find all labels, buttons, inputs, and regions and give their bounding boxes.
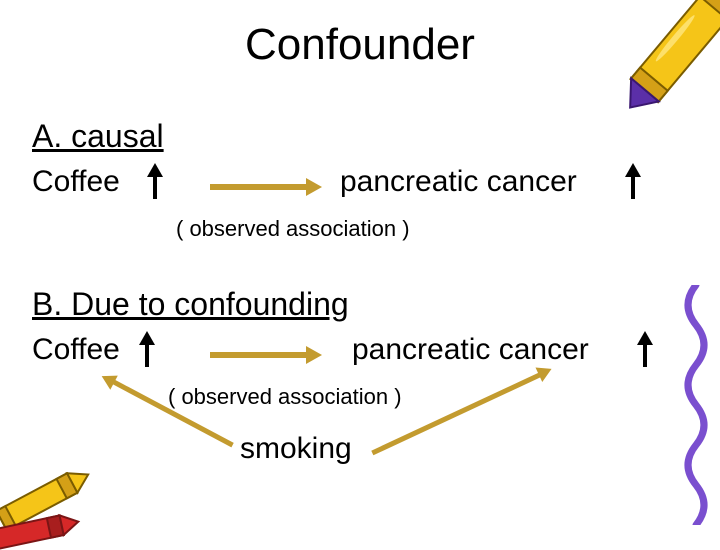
right-arrow-icon — [210, 348, 320, 362]
squiggle-icon — [678, 285, 714, 525]
right-arrow-icon — [210, 180, 320, 194]
section-b-coffee-label: Coffee — [32, 333, 120, 367]
section-a-coffee-label: Coffee — [32, 165, 120, 199]
crayon-icon — [0, 440, 110, 550]
up-arrow-icon — [626, 163, 640, 199]
section-a-heading: A. causal — [32, 118, 164, 155]
section-b-heading: B. Due to confounding — [32, 286, 349, 323]
section-a-cancer-label: pancreatic cancer — [340, 165, 577, 199]
section-b-sublabel: ( observed association ) — [168, 384, 402, 410]
up-arrow-icon — [140, 331, 154, 367]
confounder-label: smoking — [240, 432, 352, 466]
section-b-cancer-label: pancreatic cancer — [352, 333, 589, 367]
crayon-icon — [600, 0, 720, 130]
section-a-sublabel: ( observed association ) — [176, 216, 410, 242]
up-arrow-icon — [638, 331, 652, 367]
up-arrow-icon — [148, 163, 162, 199]
